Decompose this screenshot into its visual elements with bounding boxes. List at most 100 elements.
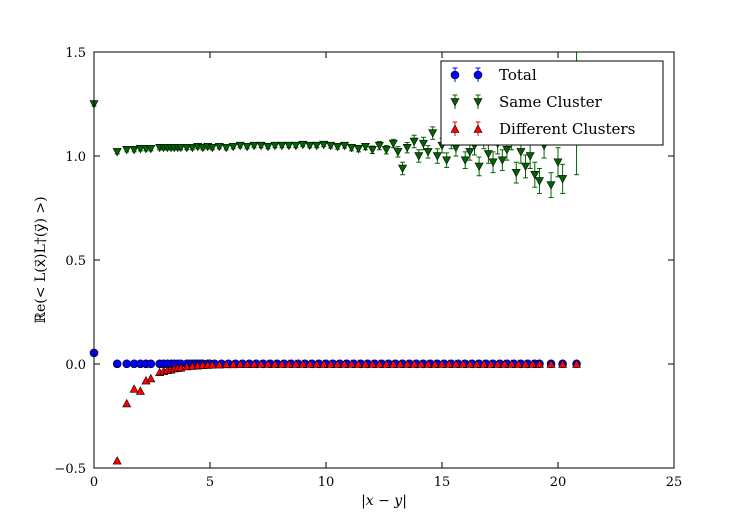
data-point [393,148,403,157]
legend-marker [450,98,460,107]
data-point [472,359,482,368]
y-tick-label: −0.5 [54,462,86,477]
data-point [221,143,231,153]
data-point [353,145,363,154]
data-layer [89,51,582,465]
data-point [122,359,132,369]
data-point [235,141,245,151]
data-point [249,359,259,368]
data-point [437,359,447,368]
data-point [298,359,308,368]
data-point [534,177,544,186]
data-point [122,398,132,408]
data-point [242,142,252,152]
legend-marker [450,70,460,80]
data-point [423,148,433,157]
data-point [135,145,145,154]
data-point [374,141,384,151]
data-point [402,143,412,153]
y-tick-label: 1.0 [65,150,86,165]
legend-entry: Different Clusters [450,120,635,138]
legend-entry: Same Cluster [450,93,603,111]
data-point [465,359,475,368]
data-point [176,143,186,153]
data-point [277,141,287,151]
data-point [516,148,526,157]
y-tick-label: 0.5 [65,254,86,269]
legend-label: Same Cluster [499,93,603,111]
y-tick-label: 0.0 [65,358,86,373]
x-tick-label: 20 [550,475,567,490]
data-point [207,143,217,153]
data-point [256,359,266,368]
data-point [558,359,568,368]
data-point [291,141,301,151]
data-point [521,359,531,368]
data-point [305,141,315,151]
data-point [182,361,192,371]
data-point [558,175,568,184]
x-tick-label: 15 [434,475,451,490]
data-point [340,359,350,368]
data-point [444,359,454,368]
data-point [483,150,493,159]
data-point [360,142,370,152]
data-point [263,359,273,368]
data-point [500,359,510,368]
data-point [347,359,357,368]
data-point [409,137,419,147]
data-point [228,359,238,369]
data-point [546,181,556,190]
data-point [360,359,370,368]
data-point [423,359,433,368]
data-point [146,373,156,383]
y-axis-label: ℝe(< L(x⃗)L†(y⃗) >) [33,196,49,323]
legend-marker [450,124,460,133]
data-point [381,146,391,155]
data-point [319,359,329,368]
data-point [326,359,336,368]
data-point [534,359,544,368]
data-point [333,142,343,152]
data-point [312,141,322,151]
data-point [129,146,139,155]
data-point [146,359,156,369]
legend-entry: Total [450,66,537,84]
x-axis-label: |x − y| [361,493,407,509]
data-point [521,162,531,172]
data-point [546,359,556,368]
data-point [367,359,377,368]
data-point [340,141,350,151]
data-point [284,359,294,368]
data-point [129,384,139,393]
data-point [112,456,122,465]
data-point [235,359,245,368]
data-point [428,129,438,138]
data-point [398,164,408,174]
data-point [514,359,524,368]
ticks-layer: 0 5 10 15 20 25 −0.5 0.0 0.5 1.0 1.5 [54,46,682,490]
data-point [525,152,535,161]
legend-marker [473,70,483,80]
data-point [135,386,145,395]
data-point [187,143,197,153]
data-point [214,359,224,369]
data-point [486,359,496,368]
data-point [256,141,266,151]
data-point [228,142,238,152]
x-tick-label: 25 [666,475,683,490]
y-tick-label: 1.5 [65,46,86,61]
data-point [214,142,224,152]
data-point [530,171,540,180]
x-tick-label: 5 [206,475,214,490]
data-point [497,156,507,165]
data-point [242,359,252,368]
data-point [553,158,563,167]
data-point [353,359,363,368]
data-point [511,168,521,178]
data-point [305,359,315,368]
data-point [418,139,428,149]
data-point [474,162,484,172]
